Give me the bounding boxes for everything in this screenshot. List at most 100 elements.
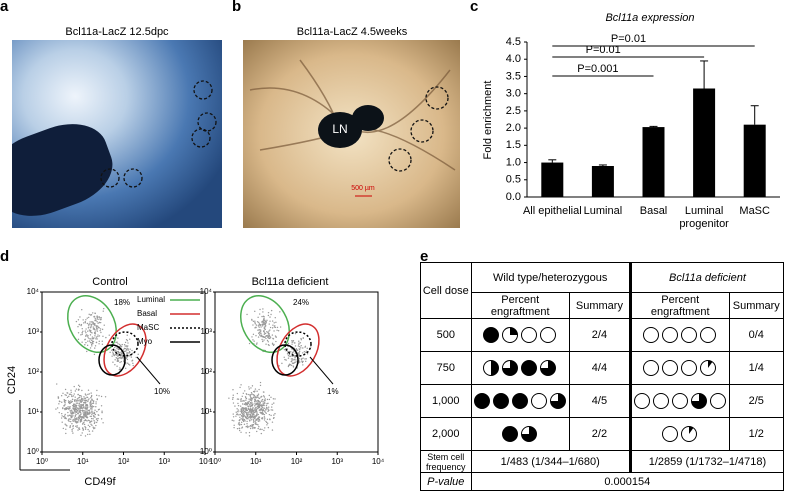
event-dot: [90, 411, 92, 413]
event-dot: [92, 402, 95, 405]
event-dot: [271, 409, 274, 411]
event-dot: [265, 337, 267, 340]
event-dot: [93, 427, 95, 430]
event-dot: [131, 349, 133, 352]
event-dot: [65, 432, 67, 435]
event-dot: [88, 411, 91, 413]
event-dot: [241, 400, 243, 402]
event-dot: [254, 408, 256, 410]
event-dot: [94, 413, 97, 416]
plot-title: Bcl11a deficient: [252, 276, 329, 288]
event-dot: [258, 326, 260, 328]
event-dot: [60, 395, 63, 397]
event-dot: [298, 348, 300, 350]
event-dot: [87, 400, 89, 403]
event-dot: [85, 403, 87, 406]
event-dot: [89, 425, 91, 428]
event-dot: [114, 364, 116, 366]
event-dot: [291, 341, 293, 343]
event-dot: [97, 414, 99, 416]
event-dot: [243, 413, 245, 415]
event-dot: [260, 335, 262, 338]
bar: [693, 88, 716, 197]
event-dot: [250, 392, 253, 394]
event-dot: [244, 407, 247, 410]
event-dot: [290, 364, 293, 367]
y-axis-label: CD24: [6, 366, 18, 394]
event-dot: [249, 405, 251, 407]
event-dot: [128, 350, 131, 353]
event-dot: [263, 317, 265, 320]
event-dot: [240, 398, 242, 400]
event-dot: [78, 427, 80, 429]
event-dot: [68, 401, 71, 403]
event-dot: [257, 401, 259, 403]
event-dot: [237, 409, 240, 411]
event-dot: [269, 316, 271, 318]
event-dot: [120, 360, 122, 363]
panel-label: c: [470, 0, 479, 15]
event-dot: [79, 406, 82, 408]
event-dot: [75, 407, 78, 409]
event-dot: [264, 336, 266, 338]
event-dot: [77, 407, 79, 409]
event-dot: [83, 417, 85, 419]
chart-title: Bcl11a expression: [605, 12, 694, 24]
event-dot: [258, 406, 261, 409]
event-dot: [91, 405, 94, 407]
event-dot: [263, 321, 265, 324]
gate: [271, 344, 299, 376]
plot-title: Control: [92, 276, 127, 288]
x-tick-label: 10²: [118, 457, 130, 466]
event-dot: [87, 419, 90, 422]
event-dot: [75, 402, 78, 404]
event-dot: [63, 399, 65, 401]
event-dot: [81, 341, 83, 343]
event-dot: [244, 402, 247, 404]
event-dot: [95, 325, 98, 327]
icon-row: [633, 393, 726, 409]
event-dot: [294, 356, 296, 359]
event-dot: [254, 421, 256, 423]
event-dot: [265, 409, 267, 411]
event-dot: [231, 419, 233, 422]
engraftment-wedge: [708, 360, 713, 368]
event-dot: [295, 359, 297, 361]
event-dot: [128, 363, 130, 365]
event-dot: [94, 322, 96, 325]
event-dot: [86, 317, 88, 319]
event-dot: [232, 402, 235, 404]
y-tick-label: 10³: [200, 327, 212, 336]
event-dot: [92, 342, 94, 345]
y-tick-label: 10⁰: [27, 447, 39, 456]
event-dot: [264, 325, 266, 328]
event-dot: [71, 395, 73, 398]
event-dot: [264, 319, 266, 322]
event-dot: [75, 320, 78, 323]
table-cell: 1,000: [420, 384, 472, 418]
event-dot: [85, 405, 87, 407]
event-dot: [75, 413, 77, 416]
event-dot: [86, 344, 89, 347]
event-dot: [77, 412, 79, 414]
event-dot: [92, 412, 94, 415]
event-dot: [261, 325, 264, 327]
lymph-node: [318, 112, 362, 148]
event-dot: [250, 414, 252, 417]
event-dot: [79, 420, 82, 422]
event-dot: [266, 418, 269, 421]
event-dot: [246, 416, 249, 418]
event-dot: [112, 351, 114, 353]
event-dot: [76, 409, 79, 412]
event-dot: [242, 409, 245, 412]
event-dot: [255, 400, 258, 402]
event-dot: [61, 412, 63, 415]
event-dot: [84, 397, 86, 400]
event-dot: [92, 401, 95, 403]
event-dot: [77, 388, 80, 391]
event-dot: [258, 403, 260, 405]
event-dot: [81, 405, 83, 407]
event-dot: [90, 403, 93, 405]
event-dot: [257, 419, 259, 421]
